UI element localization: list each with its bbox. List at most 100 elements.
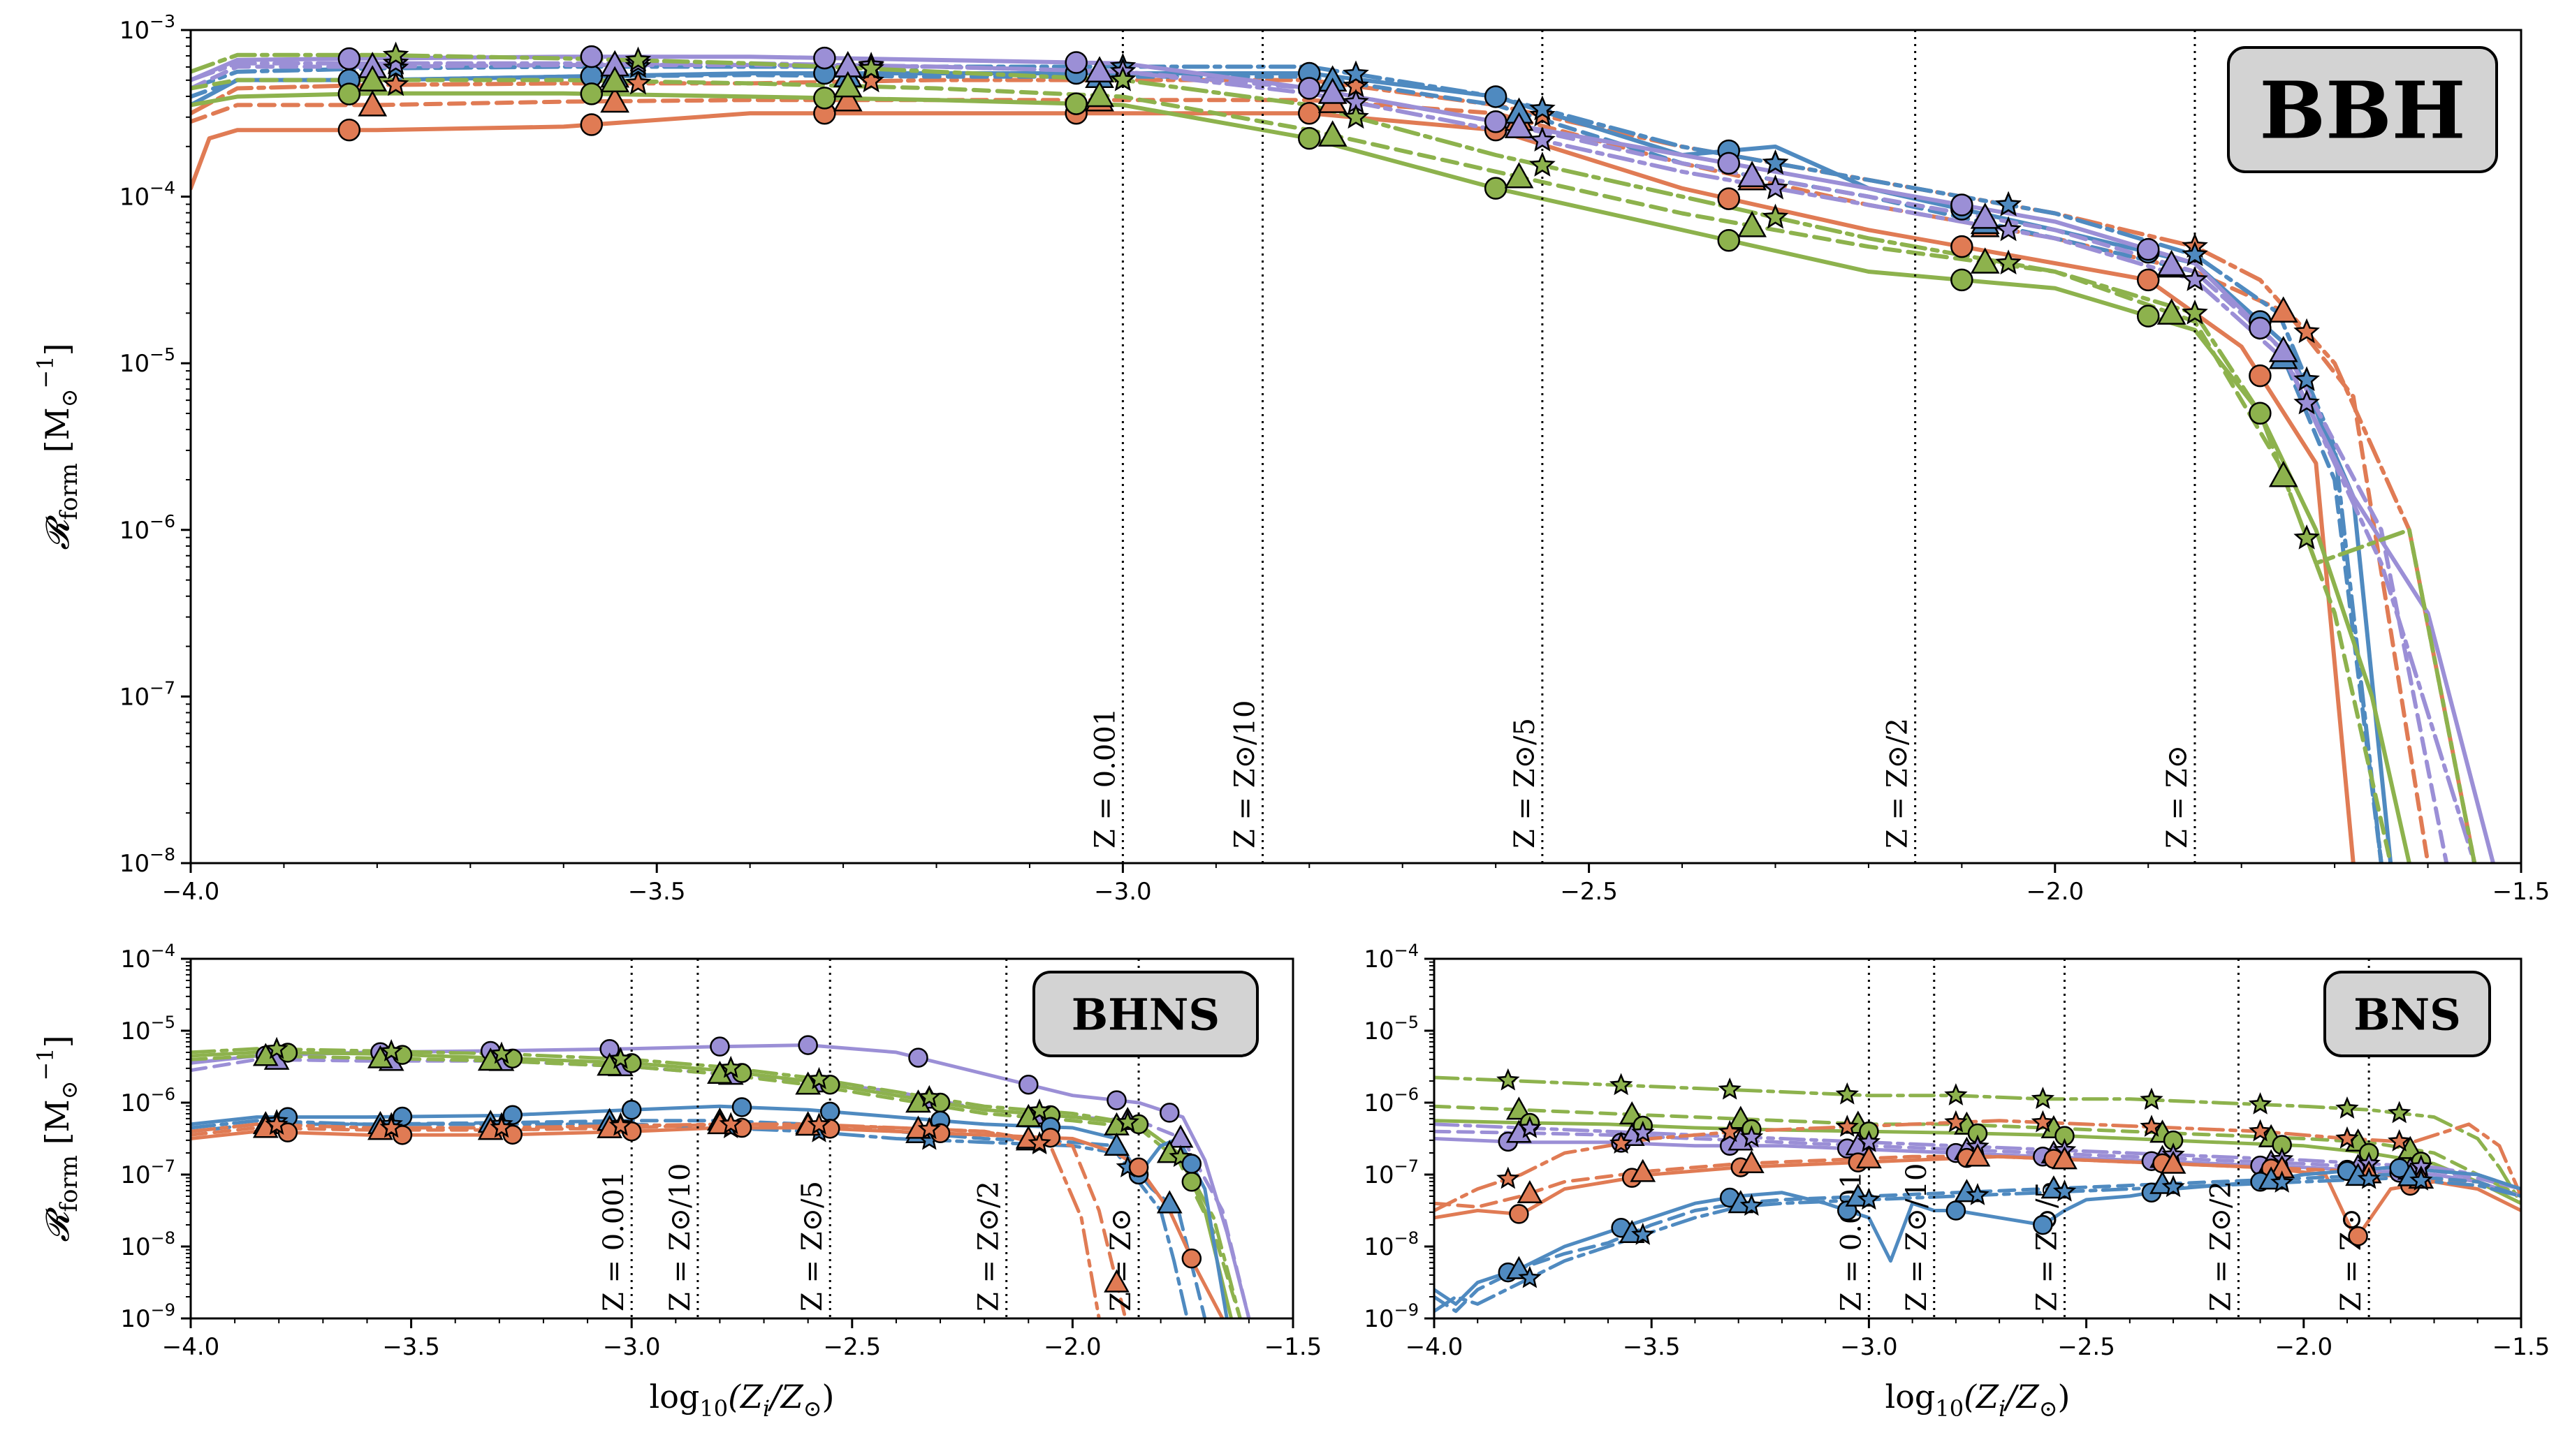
marker-star bbox=[1529, 152, 1556, 177]
marker-star bbox=[1116, 1110, 1139, 1133]
marker-star bbox=[807, 1112, 831, 1135]
marker-star bbox=[2293, 366, 2320, 392]
marker-star bbox=[1857, 1187, 1881, 1210]
marker-star bbox=[1995, 216, 2022, 242]
marker-star bbox=[382, 49, 409, 75]
y-tick-label: 10−4 bbox=[120, 941, 175, 973]
marker-circle bbox=[1717, 152, 1741, 175]
marker-circle bbox=[1945, 1200, 1966, 1221]
marker-triangle bbox=[1970, 203, 2000, 229]
marker-circle bbox=[337, 47, 361, 71]
marker-star bbox=[608, 1046, 633, 1069]
series-line-green-dashdot bbox=[191, 1047, 1242, 1318]
title-badge bbox=[1032, 971, 1259, 1057]
marker-triangle bbox=[1970, 247, 2000, 274]
ref-line-label: Z = Z⊙/2 bbox=[973, 1181, 1005, 1311]
marker-circle bbox=[337, 82, 361, 105]
marker-triangle bbox=[833, 84, 863, 112]
marker-circle bbox=[1509, 1204, 1529, 1224]
series-line-blue-dashed bbox=[191, 73, 2383, 863]
panel-title: BHNS bbox=[1072, 989, 1220, 1040]
marker-star bbox=[858, 54, 884, 80]
marker-star bbox=[1762, 203, 1789, 229]
x-tick-label: −2.0 bbox=[2275, 1333, 2333, 1361]
marker-circle bbox=[2136, 268, 2160, 292]
marker-star bbox=[2357, 1166, 2381, 1189]
series-line-orange-dashdot bbox=[191, 1122, 1101, 1318]
y-tick-label: 10−8 bbox=[120, 1228, 175, 1261]
marker-circle bbox=[1018, 1075, 1039, 1095]
marker-star bbox=[490, 1041, 513, 1064]
marker-star bbox=[1109, 66, 1137, 91]
marker-circle bbox=[1950, 235, 1973, 258]
y-axis-label: 𝓡form [M⊙−1] bbox=[32, 1035, 83, 1242]
marker-star bbox=[1762, 149, 1789, 175]
marker-star bbox=[2248, 1092, 2272, 1115]
marker-triangle bbox=[2160, 1150, 2186, 1174]
marker-circle bbox=[798, 1035, 818, 1055]
panel-title: BNS bbox=[2353, 989, 2461, 1040]
x-tick-label: −3.0 bbox=[603, 1333, 661, 1361]
marker-star bbox=[719, 1112, 743, 1135]
series-line-blue-dashed bbox=[1434, 1172, 2521, 1314]
marker-triangle bbox=[600, 86, 630, 113]
y-tick-label: 10−8 bbox=[119, 844, 175, 878]
marker-triangle bbox=[1317, 120, 1348, 147]
ref-line-label: Z = Z⊙ bbox=[2161, 745, 2193, 848]
marker-star bbox=[382, 71, 409, 96]
marker-star bbox=[858, 67, 884, 93]
y-tick-label: 10−5 bbox=[1364, 1013, 1419, 1045]
marker-circle bbox=[1484, 110, 1507, 133]
x-tick-label: −2.0 bbox=[1044, 1333, 1102, 1361]
marker-circle bbox=[1181, 1154, 1202, 1174]
marker-star bbox=[2182, 241, 2208, 267]
marker-circle bbox=[819, 1101, 840, 1122]
ref-line-label: Z = Z⊙/5 bbox=[1509, 718, 1541, 848]
marker-star bbox=[1718, 1077, 1741, 1100]
marker-circle bbox=[1065, 92, 1088, 115]
y-axis-label: 𝓡form [M⊙−1] bbox=[32, 343, 83, 550]
marker-triangle bbox=[1856, 1145, 1882, 1169]
ref-line-label: Z = Z⊙/10 bbox=[1901, 1163, 1933, 1311]
marker-star bbox=[2031, 1087, 2055, 1110]
marker-circle bbox=[1298, 77, 1321, 100]
marker-star bbox=[1995, 249, 2022, 275]
marker-circle bbox=[1950, 193, 1973, 216]
series-line-green-dashdot bbox=[191, 52, 2477, 863]
marker-triangle bbox=[1630, 1159, 1656, 1182]
x-tick-label: −2.0 bbox=[2027, 878, 2084, 906]
panel-bns: Z = 0.001 Z = Z⊙/10 Z = Z⊙/5 Z = Z⊙/2 Z = Z⊙… bbox=[1364, 941, 2550, 1422]
marker-circle bbox=[580, 113, 604, 136]
marker-triangle bbox=[1104, 1132, 1130, 1156]
ref-line-label: Z = Z⊙/2 bbox=[2205, 1181, 2237, 1311]
marker-circle bbox=[2136, 237, 2160, 261]
marker-triangle bbox=[1505, 1256, 1532, 1279]
marker-star bbox=[608, 1113, 633, 1136]
y-tick-label: 10−3 bbox=[119, 11, 175, 45]
marker-triangle bbox=[1738, 1149, 1765, 1174]
title-badge bbox=[2323, 971, 2491, 1057]
marker-circle bbox=[1717, 187, 1741, 210]
series-line-orange-dashdot bbox=[191, 78, 2477, 863]
marker-circle bbox=[580, 45, 604, 68]
x-tick-label: −4.0 bbox=[162, 1333, 220, 1361]
series-group bbox=[191, 52, 2495, 863]
marker-triangle bbox=[1517, 1179, 1543, 1204]
axes-frame bbox=[1433, 957, 2522, 1320]
marker-star bbox=[265, 1112, 289, 1135]
marker-circle bbox=[1065, 51, 1088, 74]
y-tick-label: 10−5 bbox=[119, 344, 175, 378]
marker-circle bbox=[908, 1047, 928, 1068]
x-tick-label: −1.5 bbox=[2492, 878, 2550, 906]
x-tick-label: −3.5 bbox=[628, 878, 686, 906]
series-group bbox=[191, 1043, 1251, 1318]
marker-star bbox=[1835, 1082, 1859, 1105]
marker-star bbox=[265, 1036, 289, 1059]
marker-star bbox=[1529, 95, 1556, 121]
x-tick-label: −3.0 bbox=[1840, 1333, 1898, 1361]
marker-circle bbox=[813, 46, 836, 70]
x-tick-label: −4.0 bbox=[162, 878, 220, 906]
marker-triangle bbox=[358, 65, 388, 91]
x-tick-label: −2.5 bbox=[1560, 878, 1618, 906]
